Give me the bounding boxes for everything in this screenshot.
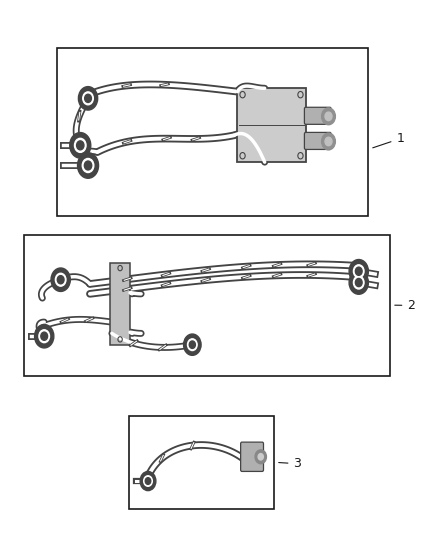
Circle shape [55, 273, 66, 286]
Circle shape [349, 271, 368, 294]
Circle shape [349, 260, 368, 283]
Circle shape [57, 276, 64, 284]
Circle shape [41, 332, 48, 341]
FancyBboxPatch shape [304, 107, 331, 124]
Circle shape [140, 471, 156, 490]
Bar [24, 235, 390, 376]
Circle shape [39, 330, 49, 343]
Circle shape [85, 161, 92, 170]
Bar [237, 88, 306, 162]
Circle shape [70, 133, 91, 158]
Circle shape [184, 334, 201, 356]
Circle shape [144, 476, 152, 486]
Circle shape [325, 137, 332, 146]
Circle shape [255, 450, 266, 464]
Circle shape [321, 133, 336, 150]
Circle shape [145, 478, 151, 484]
Circle shape [51, 268, 70, 292]
Bar [57, 48, 368, 216]
Circle shape [353, 276, 364, 289]
Circle shape [77, 141, 84, 150]
Circle shape [258, 454, 263, 460]
Text: 2: 2 [395, 299, 415, 312]
Circle shape [82, 158, 94, 173]
Circle shape [353, 265, 364, 278]
Circle shape [85, 94, 92, 102]
Circle shape [189, 341, 195, 349]
FancyBboxPatch shape [240, 442, 264, 472]
Circle shape [187, 339, 197, 351]
Circle shape [83, 92, 93, 105]
Circle shape [35, 325, 54, 348]
Bar [110, 263, 130, 345]
Circle shape [74, 139, 86, 152]
Circle shape [325, 112, 332, 120]
Circle shape [78, 153, 99, 179]
Bar [129, 416, 274, 509]
Circle shape [355, 278, 362, 287]
Circle shape [78, 87, 98, 110]
FancyBboxPatch shape [304, 132, 331, 149]
Text: 3: 3 [279, 457, 301, 470]
Circle shape [355, 267, 362, 276]
Text: 1: 1 [373, 132, 404, 148]
Circle shape [321, 108, 336, 125]
